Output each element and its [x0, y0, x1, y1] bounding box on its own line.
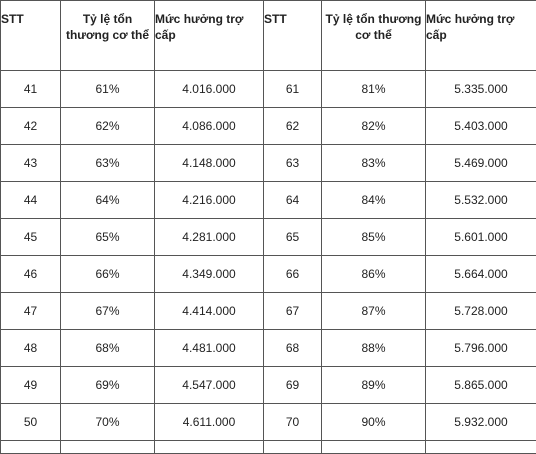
table-header-row: STT Tỷ lệ tổn thương cơ thể Mức hưởng tr…	[1, 1, 536, 71]
cell-stt-left: 46	[1, 256, 61, 293]
cell-amount-left: 4.016.000	[155, 71, 264, 108]
cell-amount-right: 5.932.000	[426, 404, 536, 441]
table-cell-empty	[264, 441, 322, 454]
cell-rate-right: 87%	[322, 293, 426, 330]
cell-amount-left: 4.481.000	[155, 330, 264, 367]
cell-amount-left: 4.086.000	[155, 108, 264, 145]
cell-rate-left: 67%	[61, 293, 155, 330]
cell-rate-left: 62%	[61, 108, 155, 145]
cell-stt-left: 48	[1, 330, 61, 367]
table-cell-empty	[426, 441, 536, 454]
cell-rate-right: 90%	[322, 404, 426, 441]
table-cell-empty	[1, 441, 61, 454]
table-cell-empty	[322, 441, 426, 454]
cell-amount-right: 5.796.000	[426, 330, 536, 367]
header-stt-left: STT	[1, 1, 61, 71]
cell-stt-right: 62	[264, 108, 322, 145]
cell-amount-right: 5.469.000	[426, 145, 536, 182]
header-amount-left: Mức hưởng trợ cấp	[155, 1, 264, 71]
cell-amount-right: 5.335.000	[426, 71, 536, 108]
cell-amount-right: 5.865.000	[426, 367, 536, 404]
header-amount-right: Mức hưởng trợ cấp	[426, 1, 536, 71]
cell-stt-right: 61	[264, 71, 322, 108]
cell-amount-left: 4.349.000	[155, 256, 264, 293]
cell-amount-left: 4.547.000	[155, 367, 264, 404]
cell-amount-right: 5.601.000	[426, 219, 536, 256]
table-cell-empty	[155, 441, 264, 454]
cell-rate-right: 89%	[322, 367, 426, 404]
cell-rate-left: 65%	[61, 219, 155, 256]
cell-amount-right: 5.728.000	[426, 293, 536, 330]
cell-amount-left: 4.611.000	[155, 404, 264, 441]
cell-stt-left: 43	[1, 145, 61, 182]
cell-stt-right: 70	[264, 404, 322, 441]
cell-rate-right: 85%	[322, 219, 426, 256]
cell-amount-right: 5.664.000	[426, 256, 536, 293]
cell-rate-right: 81%	[322, 71, 426, 108]
cell-rate-right: 82%	[322, 108, 426, 145]
cell-stt-left: 42	[1, 108, 61, 145]
cell-rate-right: 88%	[322, 330, 426, 367]
cell-amount-left: 4.281.000	[155, 219, 264, 256]
cell-rate-left: 68%	[61, 330, 155, 367]
cell-amount-right: 5.532.000	[426, 182, 536, 219]
cell-rate-left: 66%	[61, 256, 155, 293]
cell-rate-left: 61%	[61, 71, 155, 108]
cell-stt-right: 66	[264, 256, 322, 293]
cell-rate-left: 64%	[61, 182, 155, 219]
cell-amount-left: 4.414.000	[155, 293, 264, 330]
cell-stt-left: 41	[1, 71, 61, 108]
table-row-partial	[1, 441, 536, 454]
cell-rate-left: 70%	[61, 404, 155, 441]
cell-stt-right: 68	[264, 330, 322, 367]
cell-rate-left: 63%	[61, 145, 155, 182]
cell-amount-left: 4.216.000	[155, 182, 264, 219]
cell-stt-right: 64	[264, 182, 322, 219]
cell-stt-left: 50	[1, 404, 61, 441]
cell-rate-right: 83%	[322, 145, 426, 182]
cell-stt-left: 47	[1, 293, 61, 330]
cell-stt-right: 63	[264, 145, 322, 182]
cell-rate-left: 69%	[61, 367, 155, 404]
header-stt-right: STT	[264, 1, 322, 71]
cell-stt-right: 69	[264, 367, 322, 404]
cell-stt-right: 65	[264, 219, 322, 256]
table-cell-empty	[61, 441, 155, 454]
cell-stt-left: 49	[1, 367, 61, 404]
cell-amount-right: 5.403.000	[426, 108, 536, 145]
cell-amount-left: 4.148.000	[155, 145, 264, 182]
cell-stt-right: 67	[264, 293, 322, 330]
cell-stt-left: 44	[1, 182, 61, 219]
cell-rate-right: 84%	[322, 182, 426, 219]
header-rate-left: Tỷ lệ tổn thương cơ thể	[61, 1, 155, 71]
cell-stt-left: 45	[1, 219, 61, 256]
cell-rate-right: 86%	[322, 256, 426, 293]
header-rate-right: Tỷ lệ tổn thương cơ thể	[322, 1, 426, 71]
